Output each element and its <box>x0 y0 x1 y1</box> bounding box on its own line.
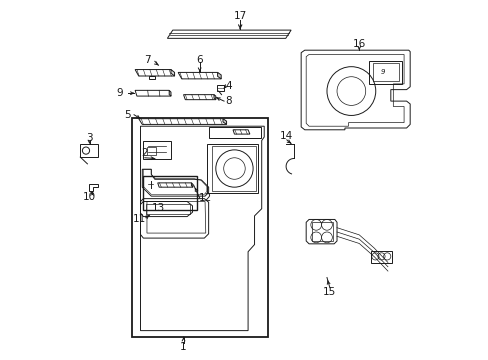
Text: 10: 10 <box>83 192 96 202</box>
Text: 2: 2 <box>141 148 148 158</box>
Polygon shape <box>169 90 171 96</box>
Text: 5: 5 <box>124 110 131 120</box>
Polygon shape <box>183 95 215 100</box>
Text: 7: 7 <box>143 54 150 64</box>
Bar <box>372 63 398 81</box>
Text: 6: 6 <box>196 54 203 64</box>
Text: 14: 14 <box>280 131 293 141</box>
Bar <box>147 147 156 155</box>
Text: 4: 4 <box>224 81 231 91</box>
Polygon shape <box>158 183 192 187</box>
Text: 13: 13 <box>151 203 165 213</box>
Polygon shape <box>139 119 226 125</box>
Text: 15: 15 <box>323 287 336 297</box>
Polygon shape <box>191 183 192 187</box>
Polygon shape <box>135 90 171 96</box>
Bar <box>143 176 197 211</box>
Bar <box>131 118 267 337</box>
Polygon shape <box>214 95 215 100</box>
Polygon shape <box>223 119 226 125</box>
Text: 12: 12 <box>199 193 212 203</box>
Text: 9: 9 <box>116 88 123 98</box>
Text: 17: 17 <box>233 11 246 21</box>
Bar <box>368 60 401 84</box>
Polygon shape <box>178 72 221 79</box>
Polygon shape <box>217 72 221 79</box>
Polygon shape <box>171 69 174 76</box>
Text: 8: 8 <box>224 96 231 106</box>
Text: 3: 3 <box>86 133 93 143</box>
Polygon shape <box>135 69 174 76</box>
Text: 9: 9 <box>380 69 384 75</box>
Text: 16: 16 <box>352 40 365 49</box>
Text: 1: 1 <box>180 342 186 352</box>
Text: 11: 11 <box>133 215 146 224</box>
